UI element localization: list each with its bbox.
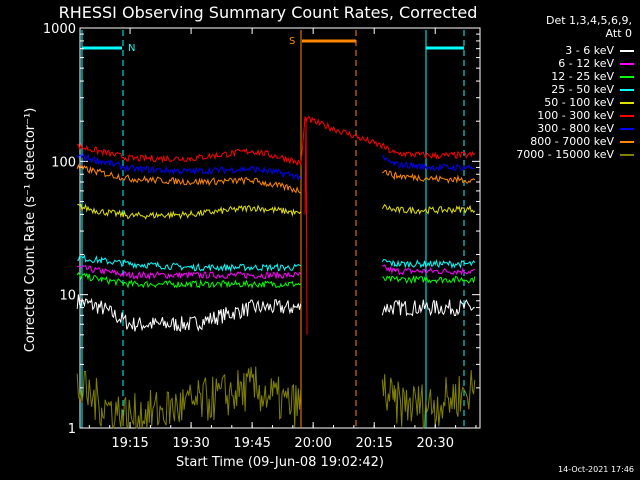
x-tick-label: 19:30 bbox=[172, 436, 209, 451]
series-line bbox=[76, 152, 475, 182]
y-axis-label: Corrected Count Rate (s⁻¹ detector⁻¹) bbox=[23, 108, 38, 353]
series-line bbox=[76, 264, 475, 281]
series-line bbox=[76, 163, 476, 194]
legend-swatch bbox=[620, 75, 634, 78]
legend-entry: 12 - 25 keV bbox=[551, 70, 634, 83]
timestamp-footer: 14-Oct-2021 17:46 bbox=[558, 465, 634, 474]
series-line bbox=[77, 254, 476, 273]
legend-header-line-2: Att 0 bbox=[605, 27, 632, 40]
legend-header-line-1: Det 1,3,4,5,6,9, bbox=[545, 14, 632, 27]
series-line bbox=[76, 294, 475, 333]
legend-entry: 300 - 800 keV bbox=[537, 122, 634, 135]
legend-swatch bbox=[620, 114, 634, 117]
y-tick-label: 10 bbox=[59, 289, 76, 304]
y-tick-label: 1000 bbox=[43, 22, 76, 37]
legend-swatch bbox=[620, 101, 634, 104]
x-tick-label: 20:30 bbox=[417, 436, 454, 451]
legend-entry: 25 - 50 keV bbox=[551, 83, 634, 96]
x-tick-label: 19:45 bbox=[233, 436, 270, 451]
x-tick-label: 20:00 bbox=[294, 436, 331, 451]
series-line bbox=[76, 115, 476, 167]
legend-label: 25 - 50 keV bbox=[551, 83, 614, 96]
series-line bbox=[76, 271, 476, 290]
legend-label: 7000 - 15000 keV bbox=[516, 148, 614, 161]
legend-swatch bbox=[620, 140, 634, 143]
legend-swatch bbox=[620, 127, 634, 130]
series-line bbox=[76, 366, 476, 430]
series-line bbox=[77, 203, 476, 220]
legend-label: 12 - 25 keV bbox=[551, 70, 614, 83]
plot-area: N S 19:15 19:30 19:45 20:00 20:15 20:30 1 10 100 10… bbox=[43, 22, 481, 451]
legend-entry: 50 - 100 keV bbox=[544, 96, 634, 109]
x-tick-label: 19:15 bbox=[111, 436, 148, 451]
legend-label: 6 - 12 keV bbox=[558, 57, 614, 70]
annotation-label: S bbox=[289, 36, 295, 47]
legend-swatch bbox=[620, 49, 634, 52]
x-axis-label: Start Time (09-Jun-08 19:02:42) bbox=[176, 455, 384, 470]
x-tick-label: 20:15 bbox=[355, 436, 392, 451]
legend-label: 800 - 7000 keV bbox=[530, 135, 614, 148]
legend-entry: 7000 - 15000 keV bbox=[516, 148, 634, 161]
legend-entry: 800 - 7000 keV bbox=[530, 135, 634, 148]
legend-label: 50 - 100 keV bbox=[544, 96, 614, 109]
legend-swatch bbox=[620, 88, 634, 91]
annotation-label: N bbox=[128, 43, 135, 54]
legend-entry: 6 - 12 keV bbox=[558, 57, 634, 70]
chart-title: RHESSI Observing Summary Count Rates, Co… bbox=[59, 3, 478, 22]
legend-entry: 100 - 300 keV bbox=[537, 109, 634, 122]
flare-spike bbox=[304, 118, 308, 335]
legend-swatch bbox=[620, 153, 634, 156]
legend-swatch bbox=[620, 62, 634, 65]
legend-entry: 3 - 6 keV bbox=[565, 44, 634, 57]
plot-frame bbox=[79, 27, 481, 429]
y-tick-label: 1 bbox=[68, 422, 76, 437]
y-tick-label: 100 bbox=[51, 155, 76, 170]
legend-label: 100 - 300 keV bbox=[537, 109, 614, 122]
legend-label: 300 - 800 keV bbox=[537, 122, 614, 135]
legend-label: 3 - 6 keV bbox=[565, 44, 614, 57]
